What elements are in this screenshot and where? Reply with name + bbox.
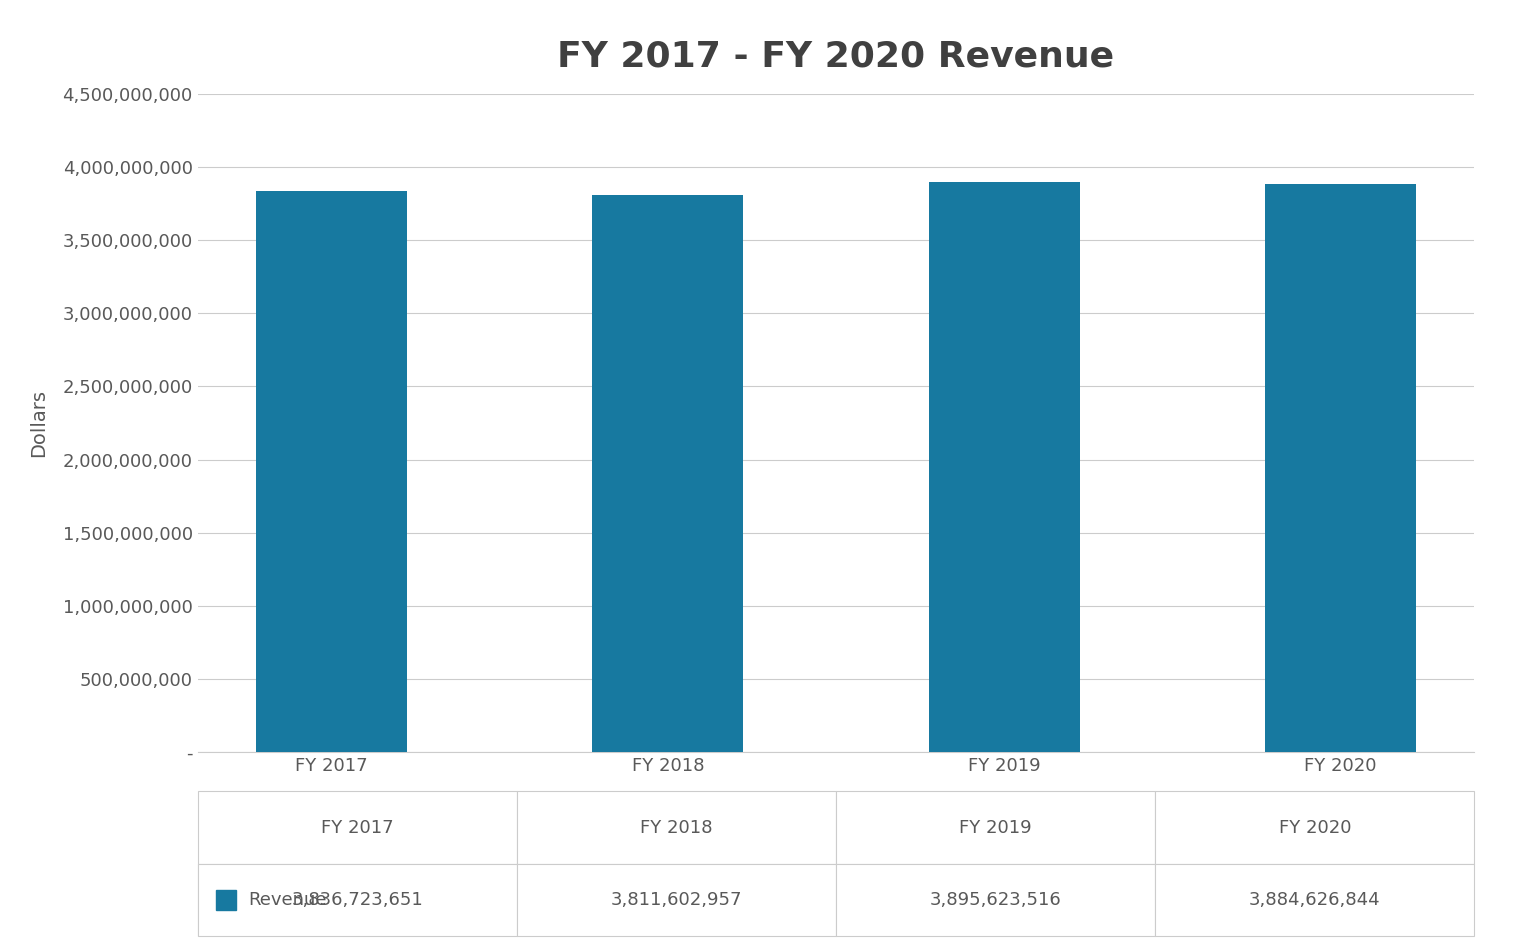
Text: Revenue: Revenue bbox=[248, 891, 327, 909]
Bar bbox=[1265, 184, 1417, 752]
Bar bbox=[593, 195, 743, 752]
Bar bbox=[255, 191, 407, 752]
Bar bbox=[929, 182, 1079, 752]
Y-axis label: Dollars: Dollars bbox=[29, 389, 49, 457]
Title: FY 2017 - FY 2020 Revenue: FY 2017 - FY 2020 Revenue bbox=[558, 39, 1114, 73]
